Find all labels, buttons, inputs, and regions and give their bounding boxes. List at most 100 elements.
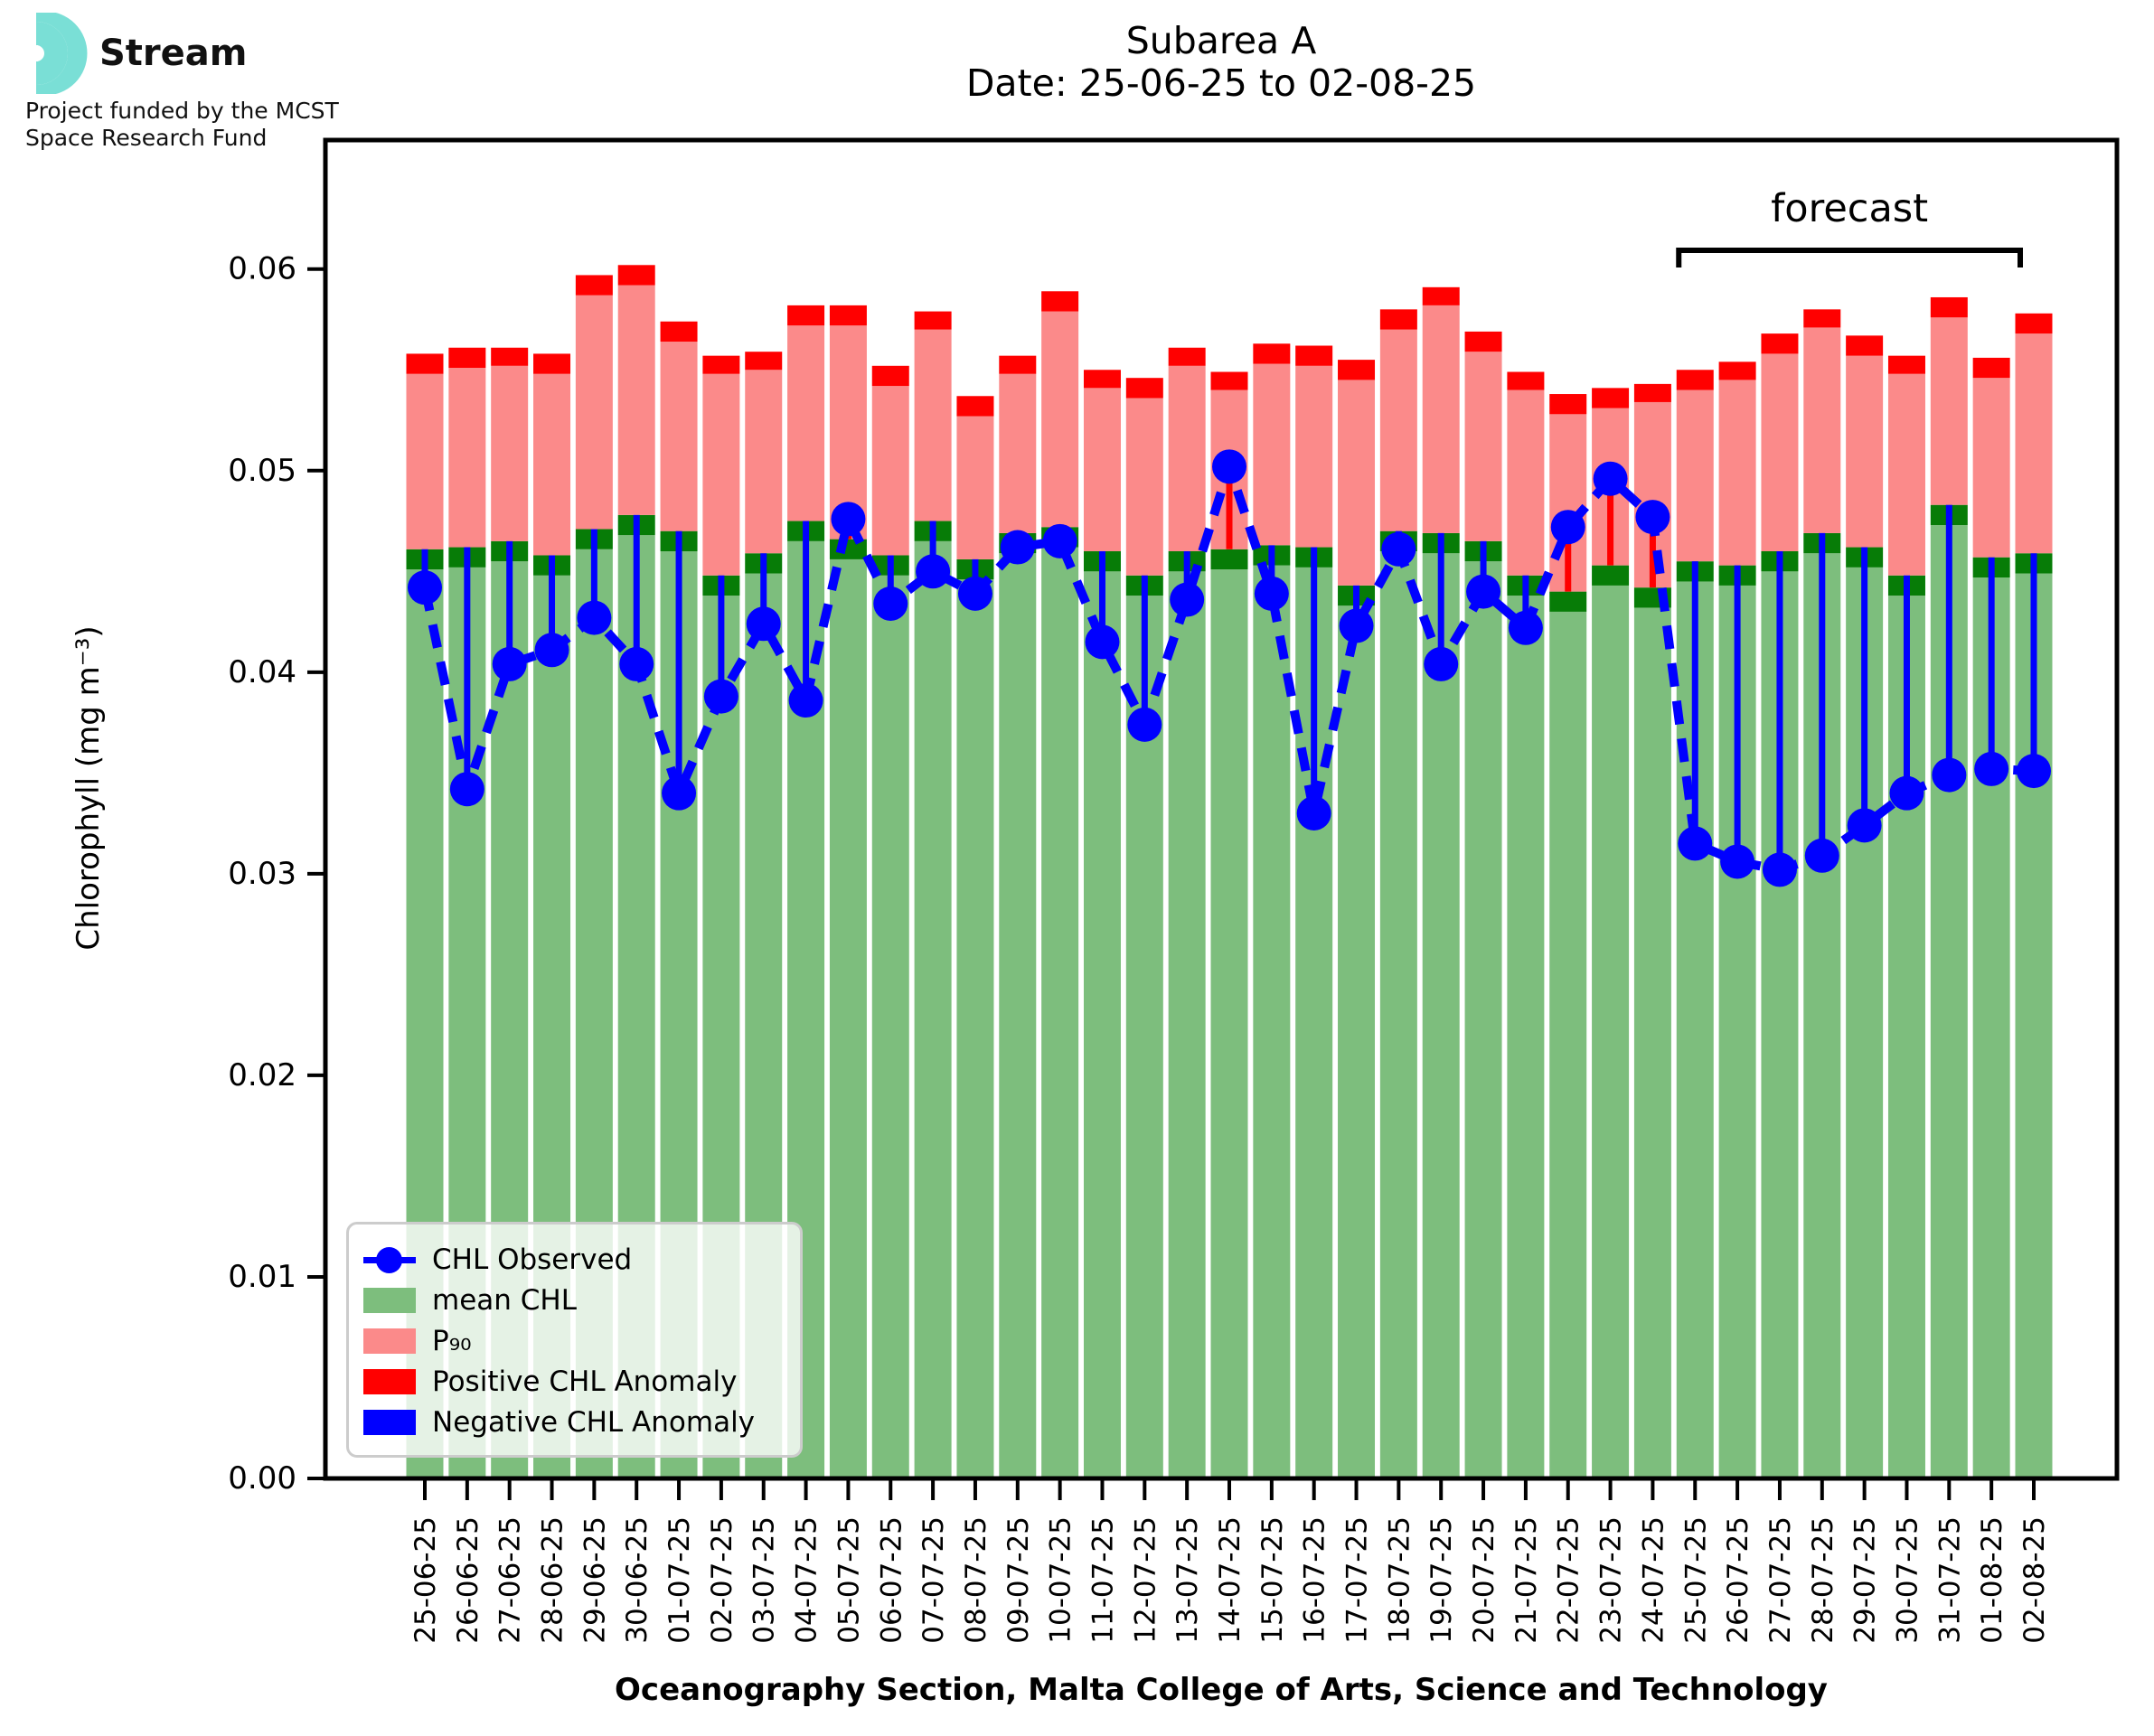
p90-cap-bar xyxy=(406,353,444,374)
p90-bar xyxy=(914,329,952,521)
x-tick-label: 16-07-25 xyxy=(1299,1516,1331,1644)
legend-label: Positive CHL Anomaly xyxy=(432,1365,738,1398)
x-tick-label: 22-07-25 xyxy=(1553,1516,1585,1644)
p90-cap-bar xyxy=(533,353,571,374)
y-tick-label: 0.00 xyxy=(228,1460,296,1497)
legend-label: Negative CHL Anomaly xyxy=(432,1405,756,1439)
mean-chl-bar xyxy=(1338,605,1376,1478)
p90-bar xyxy=(1083,388,1121,552)
p90-bar xyxy=(1803,327,1841,533)
x-tick-label: 02-07-25 xyxy=(706,1516,738,1644)
observed-dot xyxy=(534,633,569,668)
x-tick-label: 27-07-25 xyxy=(1764,1516,1797,1644)
p90-cap-bar xyxy=(1125,378,1163,399)
x-tick-label: 01-08-25 xyxy=(1976,1516,2008,1644)
p90-cap-bar xyxy=(1422,286,1460,305)
observed-dot xyxy=(408,570,442,605)
x-tick-label: 09-07-25 xyxy=(1002,1516,1035,1644)
observed-dot xyxy=(1847,808,1882,843)
x-tick-label: 26-07-25 xyxy=(1722,1516,1754,1644)
observed-dot xyxy=(703,679,738,714)
p90-cap-bar xyxy=(1041,291,1079,312)
p90-cap-bar xyxy=(1972,357,2010,379)
p90-bar xyxy=(448,368,486,548)
observed-dot xyxy=(1170,582,1205,617)
positive-anomaly-swatch-icon xyxy=(363,1368,416,1394)
p90-cap-bar xyxy=(1210,371,1248,390)
p90-bar xyxy=(617,285,655,515)
x-tick-label: 28-07-25 xyxy=(1807,1516,1839,1644)
p90-cap-bar xyxy=(1718,361,1756,380)
p90-cap-bar xyxy=(999,355,1037,374)
mean-chl-bar xyxy=(1592,585,1630,1478)
p90-bar xyxy=(1125,398,1163,576)
p90-cap-bar xyxy=(1295,345,1333,366)
legend-label: CHL Observed xyxy=(432,1243,633,1276)
legend-item-mean-chl: mean CHL xyxy=(363,1280,782,1320)
observed-dot xyxy=(1635,500,1670,535)
legend-item-chl-observed: CHL Observed xyxy=(363,1239,782,1280)
x-tick-label: 06-07-25 xyxy=(875,1516,908,1644)
observed-dot xyxy=(1720,844,1755,879)
p90-swatch-icon xyxy=(363,1328,416,1354)
observed-dot xyxy=(1593,461,1628,496)
x-tick-label: 04-07-25 xyxy=(791,1516,823,1644)
stream-wave-icon xyxy=(25,13,88,94)
p90-bar xyxy=(1464,352,1502,541)
p90-bar xyxy=(1507,389,1545,576)
legend-item-p90: P₉₀ xyxy=(363,1320,782,1361)
p90-bar xyxy=(533,373,571,556)
x-tick-label: 29-06-25 xyxy=(578,1516,611,1644)
p90-bar xyxy=(1972,378,2010,558)
observed-dot xyxy=(449,772,484,807)
bars-layer xyxy=(406,265,2053,1479)
x-tick-label: 30-07-25 xyxy=(1891,1516,1924,1644)
p90-cap-bar xyxy=(617,265,655,286)
mean-chl-bar xyxy=(829,558,867,1478)
y-tick-label: 0.03 xyxy=(228,856,296,892)
legend: CHL Observed mean CHL P₉₀ Positive CHL A… xyxy=(346,1222,803,1458)
forecast-bracket-line xyxy=(1676,248,2023,267)
observed-dot xyxy=(873,586,908,621)
p90-bar xyxy=(1846,355,1884,548)
plot-border xyxy=(323,137,2120,1481)
legend-item-positive-anomaly: Positive CHL Anomaly xyxy=(363,1361,782,1402)
x-tick-label: 24-07-25 xyxy=(1637,1516,1670,1644)
p90-bar xyxy=(1718,380,1756,566)
y-tick-label: 0.02 xyxy=(228,1057,296,1093)
p90-bar xyxy=(1887,373,1925,576)
observed-dot xyxy=(746,606,781,642)
p90-cap-bar xyxy=(1887,355,1925,374)
p90-bar xyxy=(1041,311,1079,528)
mean-chl-bar xyxy=(1422,553,1460,1478)
p90-bar xyxy=(1676,389,1714,562)
p90-bar xyxy=(1295,365,1333,548)
observed-dot xyxy=(1042,523,1077,558)
logo-subtitle-line2: Space Research Fund xyxy=(25,124,268,151)
chart-subtitle: Date: 25-06-25 to 02-08-25 xyxy=(965,61,1477,106)
p90-cap-bar xyxy=(1676,370,1714,390)
stream-logo: Stream Project funded by the MCST Space … xyxy=(25,13,339,151)
p90-bar xyxy=(2015,333,2053,554)
observed-dot xyxy=(916,554,951,589)
observed-dot xyxy=(1254,576,1289,611)
p90-cap-bar xyxy=(1507,371,1545,390)
x-tick-label: 08-07-25 xyxy=(960,1516,992,1644)
p90-cap-bar xyxy=(448,347,486,369)
p90-cap-bar xyxy=(1338,360,1376,380)
x-tick-label: 29-07-25 xyxy=(1849,1516,1882,1644)
p90-cap-bar xyxy=(914,311,952,330)
p90-cap-bar xyxy=(1846,335,1884,356)
y-tick-label: 0.04 xyxy=(228,654,296,690)
observed-dot xyxy=(1381,531,1416,567)
p90-bar xyxy=(1379,329,1417,531)
negative-anomaly-swatch-icon xyxy=(363,1409,416,1435)
observed-dot xyxy=(492,646,527,681)
mean-chl-bar xyxy=(1125,596,1163,1478)
x-tick-label: 01-07-25 xyxy=(663,1516,696,1644)
p90-cap-bar xyxy=(1592,388,1630,408)
mean-chl-swatch-icon xyxy=(363,1287,416,1313)
x-tick-label: 23-07-25 xyxy=(1595,1516,1628,1644)
